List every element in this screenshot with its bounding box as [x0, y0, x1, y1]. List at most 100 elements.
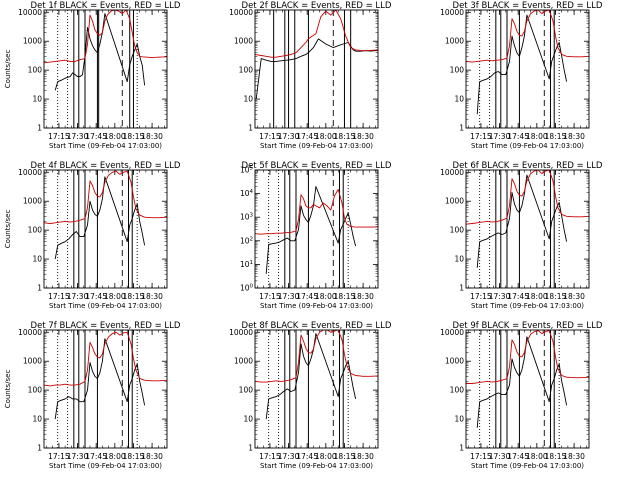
x-tick-label: 18:30 [352, 452, 374, 461]
panel-5: Det 5f BLACK = Events, RED = LLD Start Ti… [240, 161, 392, 310]
y-tick-label: 1 [248, 444, 253, 453]
y-tick-label: 10000 [18, 8, 42, 17]
y-tick-label: 100 [28, 226, 43, 235]
y-tick-exponent: 5 [250, 166, 254, 172]
y-tick-label: 101 [240, 260, 253, 269]
y-tick-label: 100 [450, 386, 465, 395]
y-tick-exponent: 1 [250, 260, 254, 266]
x-tick-label: 17:15 [470, 132, 492, 141]
y-tick-label: 1000 [23, 37, 42, 46]
plot-frame [254, 9, 379, 129]
x-tick-label: 18:00 [315, 452, 337, 461]
plot-frame [465, 169, 590, 289]
x-axis-label: Start Time (09-Feb-04 17:03:00) [260, 142, 373, 150]
series-line-lld [255, 330, 378, 383]
y-tick-label: 1000 [23, 357, 42, 366]
series-line-events [476, 336, 568, 428]
y-tick-label: 10 [32, 95, 42, 104]
panel-1: Det 1f BLACK = Events, RED = LLD Start Ti… [4, 1, 181, 150]
y-tick-label: 1 [37, 124, 42, 133]
series-line-events [265, 186, 357, 274]
y-tick-label: 1000 [445, 197, 464, 206]
series-line-events [476, 14, 568, 115]
x-tick-label: 18:30 [141, 452, 163, 461]
y-axis-label: Counts/sec [4, 370, 12, 409]
panel-title: Det 1f BLACK = Events, RED = LLD [31, 1, 181, 11]
y-tick-label: 100 [28, 386, 43, 395]
series-line-events [265, 333, 357, 420]
x-tick-label: 17:45 [85, 452, 107, 461]
y-tick-label: 1000 [445, 37, 464, 46]
x-tick-label: 18:15 [545, 132, 567, 141]
x-tick-label: 17:30 [489, 452, 511, 461]
series-line-lld [44, 170, 167, 224]
x-tick-label: 18:30 [563, 292, 585, 301]
y-tick-label: 1 [37, 444, 42, 453]
y-tick-label: 10 [243, 415, 253, 424]
y-tick-label: 1000 [234, 357, 253, 366]
x-tick-label: 17:30 [67, 452, 89, 461]
x-tick-label: 18:15 [545, 452, 567, 461]
x-tick-label: 17:30 [278, 292, 300, 301]
y-tick-label: 1000 [23, 197, 42, 206]
x-tick-label: 18:15 [123, 292, 145, 301]
y-tick-label: 10000 [229, 8, 253, 17]
x-tick-label: 18:15 [123, 452, 145, 461]
y-tick-exponent: 0 [250, 284, 254, 290]
y-tick-label: 10 [454, 95, 464, 104]
x-tick-label: 18:30 [352, 292, 374, 301]
x-axis-label: Start Time (09-Feb-04 17:03:00) [471, 302, 584, 310]
x-axis-label: Start Time (09-Feb-04 17:03:00) [49, 142, 162, 150]
panel-title: Det 2f BLACK = Events, RED = LLD [242, 1, 392, 11]
panel-9: Det 9f BLACK = Events, RED = LLD Start Ti… [440, 321, 603, 470]
x-tick-label: 18:30 [563, 132, 585, 141]
y-tick-exponent: 4 [250, 189, 254, 195]
series-line-lld [44, 331, 167, 387]
y-axis-label: Counts/sec [4, 210, 12, 249]
plot-frame [43, 329, 168, 449]
x-tick-label: 17:30 [67, 132, 89, 141]
x-tick-label: 17:30 [278, 452, 300, 461]
plot-frame [43, 9, 168, 129]
x-tick-label: 17:15 [48, 132, 70, 141]
y-tick-label: 10 [454, 415, 464, 424]
panel-6: Det 6f BLACK = Events, RED = LLD Start Ti… [440, 161, 603, 310]
series-line-lld [255, 10, 378, 58]
x-tick-label: 17:45 [507, 452, 529, 461]
y-tick-label: 10 [32, 255, 42, 264]
x-tick-label: 17:15 [470, 292, 492, 301]
x-tick-label: 17:15 [259, 292, 281, 301]
y-tick-label: 100 [239, 386, 254, 395]
series-line-lld [255, 188, 378, 235]
y-tick-label: 105 [240, 166, 254, 175]
x-tick-label: 18:00 [526, 452, 548, 461]
panel-title: Det 9f BLACK = Events, RED = LLD [453, 321, 603, 331]
y-tick-label: 10000 [229, 328, 253, 337]
y-tick-label: 10000 [18, 168, 42, 177]
y-tick-label: 1 [459, 444, 464, 453]
x-axis-label: Start Time (09-Feb-04 17:03:00) [260, 302, 373, 310]
x-axis-label: Start Time (09-Feb-04 17:03:00) [49, 302, 162, 310]
panel-title: Det 8f BLACK = Events, RED = LLD [242, 321, 392, 331]
x-tick-label: 17:30 [278, 132, 300, 141]
y-tick-label: 10000 [440, 8, 464, 17]
x-tick-label: 18:00 [104, 292, 126, 301]
x-axis-label: Start Time (09-Feb-04 17:03:00) [49, 462, 162, 470]
series-line-events [54, 13, 146, 91]
panel-title: Det 7f BLACK = Events, RED = LLD [31, 321, 181, 331]
x-tick-label: 17:15 [259, 132, 281, 141]
x-axis-label: Start Time (09-Feb-04 17:03:00) [260, 462, 373, 470]
y-tick-label: 10 [243, 95, 253, 104]
series-line-lld [466, 10, 589, 63]
plot-frame [465, 9, 590, 129]
x-tick-label: 18:15 [123, 132, 145, 141]
y-tick-exponent: 3 [250, 213, 254, 219]
x-tick-label: 18:00 [315, 292, 337, 301]
plot-frame [254, 169, 379, 289]
panel-4: Det 4f BLACK = Events, RED = LLD Start Ti… [4, 161, 181, 310]
x-tick-label: 17:30 [67, 292, 89, 301]
x-tick-label: 18:30 [141, 292, 163, 301]
y-tick-label: 1 [37, 284, 42, 293]
series-line-lld [466, 330, 589, 384]
